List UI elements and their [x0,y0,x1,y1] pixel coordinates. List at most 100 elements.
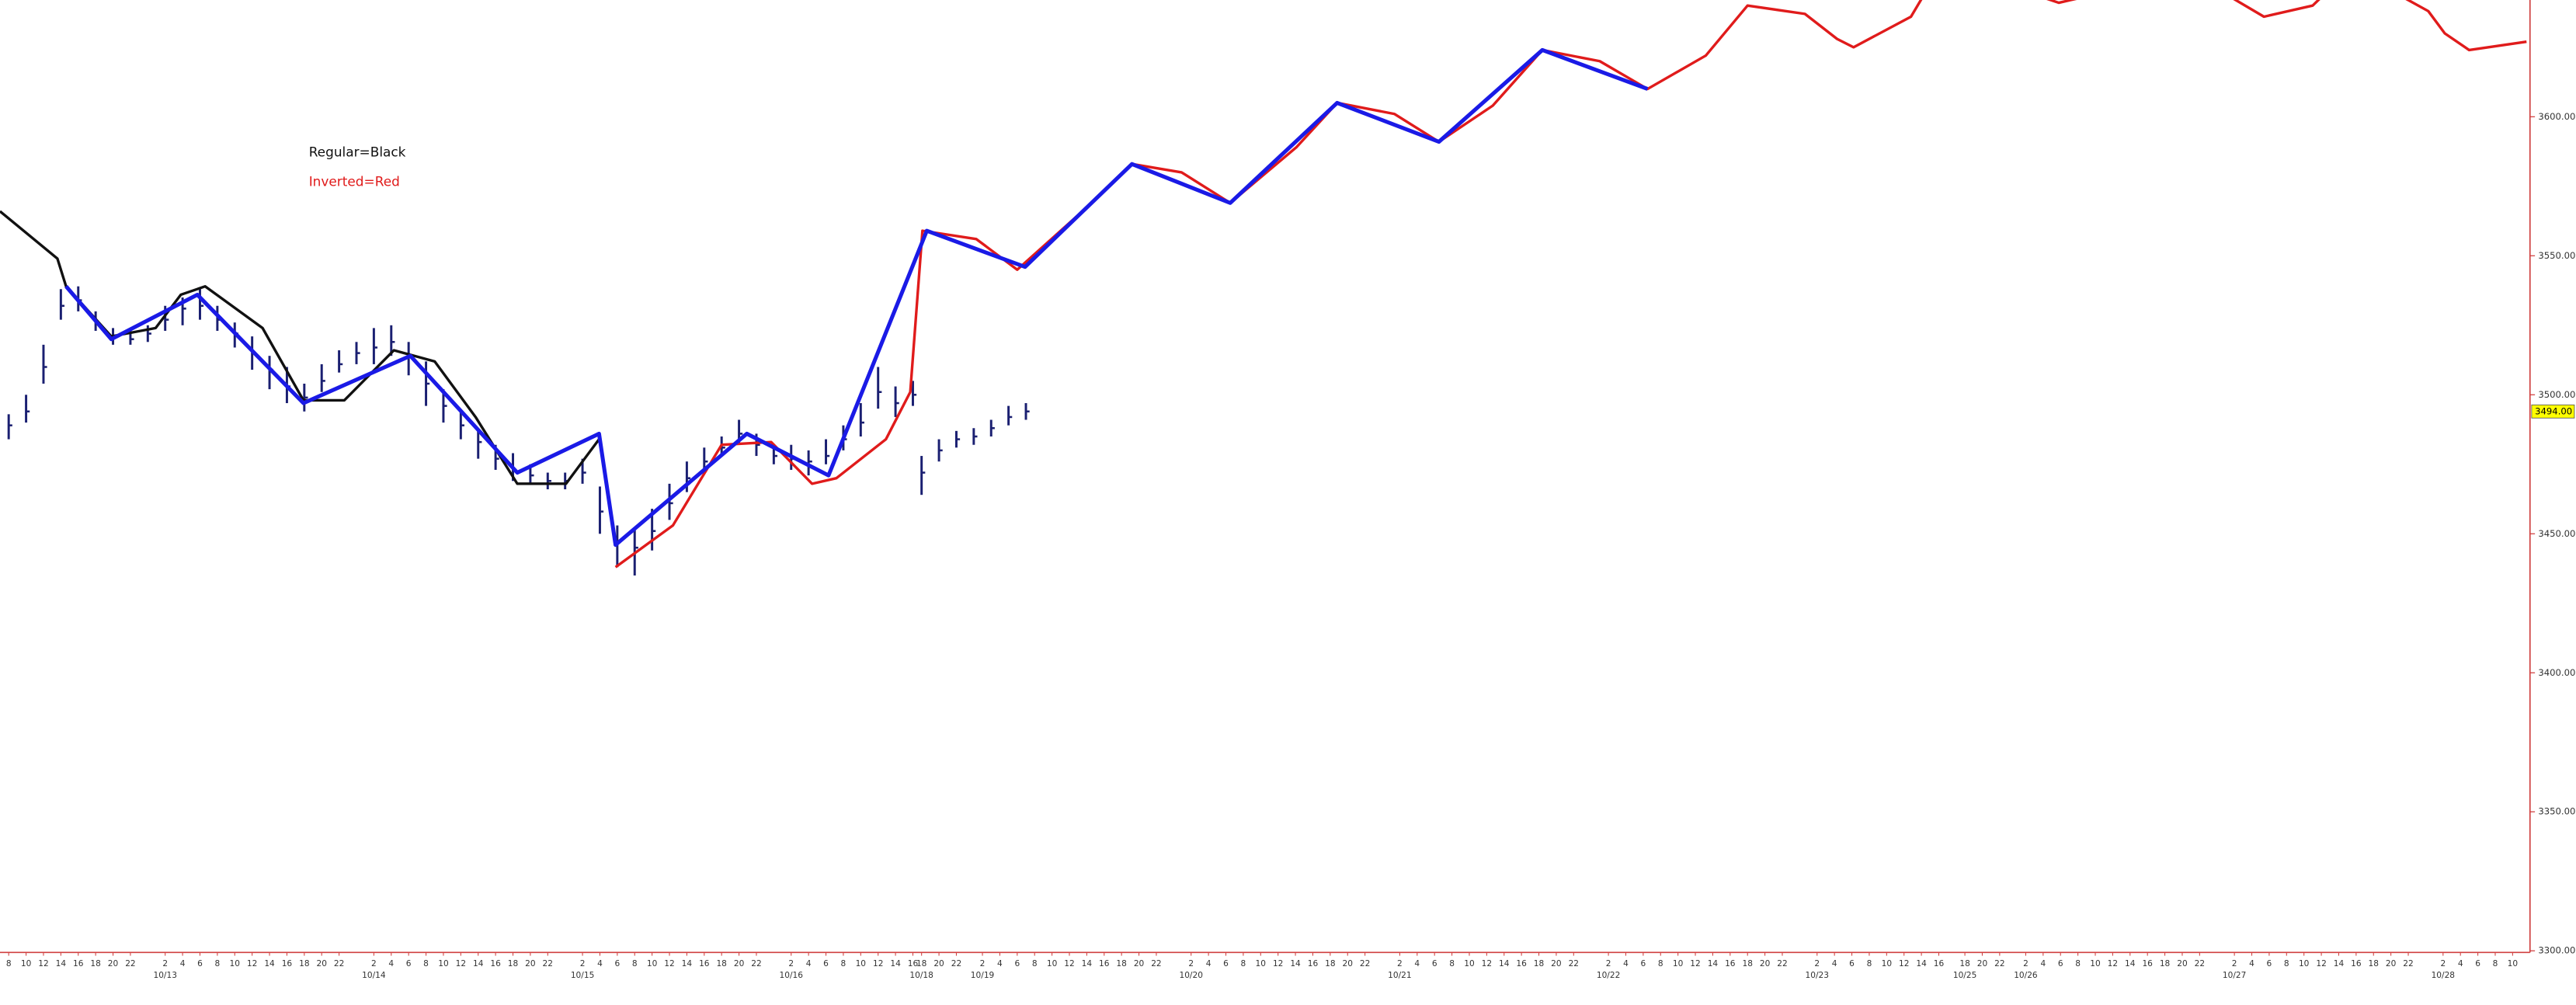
x-hour-label: 6 [1432,959,1437,968]
x-hour-label: 4 [2458,959,2463,968]
x-hour-label: 22 [1569,959,1579,968]
x-hour-label: 18 [716,959,726,968]
x-hour-label: 12 [664,959,674,968]
x-date-label: 10/13 [153,971,176,980]
x-hour-label: 10 [2090,959,2101,968]
x-hour-label: 8 [2075,959,2081,968]
x-hour-label: 18 [1959,959,1969,968]
x-date-label: 10/21 [1388,971,1411,980]
x-hour-label: 22 [543,959,553,968]
x-hour-label: 18 [1325,959,1335,968]
x-date-label: 10/28 [2432,971,2455,980]
x-hour-label: 22 [2403,959,2413,968]
x-hour-label: 10 [1882,959,1893,968]
y-tick-label: 3400.00 [2538,667,2575,678]
x-hour-label: 12 [1482,959,1492,968]
x-hour-label: 18 [1116,959,1126,968]
x-hour-label: 6 [823,959,829,968]
x-hour-label: 6 [1641,959,1646,968]
x-hour-label: 18 [508,959,518,968]
x-hour-label: 4 [388,959,394,968]
x-hour-label: 22 [951,959,961,968]
x-hour-label: 2 [1814,959,1820,968]
x-hour-label: 14 [1290,959,1301,968]
x-hour-label: 4 [997,959,1003,968]
x-hour-label: 6 [2475,959,2480,968]
x-hour-label: 6 [614,959,620,968]
x-hour-label: 6 [1849,959,1855,968]
x-hour-label: 4 [1623,959,1629,968]
x-hour-label: 6 [1223,959,1229,968]
x-hour-label: 14 [890,959,901,968]
y-tick-label: 3350.00 [2538,806,2575,817]
x-hour-label: 18 [1742,959,1752,968]
x-hour-label: 18 [90,959,100,968]
x-hour-label: 4 [1832,959,1837,968]
x-hour-label: 20 [525,959,536,968]
x-hour-label: 16 [1516,959,1527,968]
x-hour-label: 10 [230,959,241,968]
x-hour-label: 4 [180,959,186,968]
x-hour-label: 20 [1134,959,1145,968]
x-hour-label: 16 [699,959,710,968]
x-hour-label: 12 [38,959,48,968]
x-hour-label: 16 [1934,959,1945,968]
x-date-label: 10/25 [1953,971,1976,980]
x-hour-label: 4 [806,959,812,968]
x-hour-label: 6 [2267,959,2272,968]
x-hour-label: 18 [916,959,926,968]
x-hour-label: 8 [1867,959,1872,968]
x-hour-label: 12 [2108,959,2118,968]
x-hour-label: 10 [438,959,449,968]
x-hour-label: 20 [1343,959,1354,968]
x-hour-label: 4 [1206,959,1212,968]
x-hour-label: 20 [316,959,327,968]
x-hour-label: 14 [1082,959,1093,968]
x-hour-label: 8 [632,959,638,968]
plot-area [0,0,2527,576]
x-date-label: 10/27 [2223,971,2246,980]
x-hour-label: 2 [1397,959,1403,968]
x-hour-label: 2 [788,959,794,968]
x-hour-label: 20 [1551,959,1562,968]
x-hour-label: 16 [908,959,919,968]
x-hour-label: 22 [1151,959,1161,968]
x-hour-label: 14 [2125,959,2136,968]
x-hour-label: 2 [2232,959,2237,968]
y-tick-label: 3500.00 [2538,389,2575,400]
x-date-label: 10/22 [1597,971,1620,980]
legend-inverted: Inverted=Red [309,174,400,190]
x-hour-label: 6 [406,959,412,968]
x-hour-label: 16 [2142,959,2153,968]
x-date-label: 10/23 [1806,971,1829,980]
x-hour-label: 14 [473,959,484,968]
x-hour-label: 20 [2386,959,2397,968]
x-date-label: 10/14 [362,971,386,980]
x-date-label: 10/16 [780,971,804,980]
x-hour-label: 20 [108,959,119,968]
x-hour-label: 14 [1916,959,1927,968]
x-hour-label: 16 [2351,959,2362,968]
x-hour-label: 22 [1777,959,1787,968]
x-hour-label: 16 [1308,959,1319,968]
x-hour-label: 12 [2316,959,2326,968]
y-tick-label: 3600.00 [2538,111,2575,122]
x-hour-label: 20 [734,959,745,968]
x-date-label: 10/26 [2014,971,2038,980]
x-hour-label: 2 [2023,959,2028,968]
x-hour-label: 12 [456,959,466,968]
x-hour-label: 20 [933,959,944,968]
x-hour-label: 8 [2493,959,2498,968]
x-hour-label: 20 [1977,959,1988,968]
y-tick-label: 3300.00 [2538,945,2575,956]
x-hour-label: 14 [2334,959,2345,968]
x-hour-label: 10 [1673,959,1684,968]
x-hour-label: 14 [264,959,275,968]
x-hour-label: 18 [299,959,309,968]
x-hour-label: 8 [2284,959,2289,968]
x-hour-label: 12 [1273,959,1283,968]
x-hour-label: 16 [1099,959,1110,968]
